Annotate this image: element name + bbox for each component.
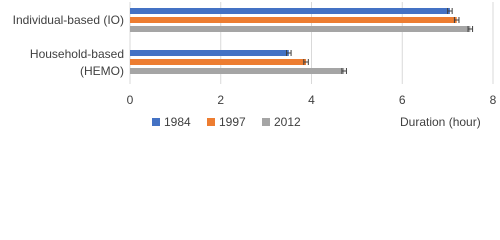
chart: Duration (hour) 0 2 4 6 8 1984 1997 2012 Indivi… bbox=[12, 2, 497, 129]
x-tick-label: 6 bbox=[399, 93, 406, 107]
error-bar bbox=[467, 26, 474, 32]
chart-svg: Duration (hour) 0 2 4 6 8 1984 1997 2012 bbox=[127, 2, 497, 129]
legend-swatch bbox=[152, 118, 160, 126]
legend-swatch bbox=[207, 118, 215, 126]
legend-swatch bbox=[262, 118, 270, 126]
legend-label: 2012 bbox=[274, 115, 301, 129]
bar bbox=[130, 50, 289, 56]
x-tick-label: 0 bbox=[127, 93, 134, 107]
error-bar bbox=[286, 50, 292, 56]
category-label: Household-based (HEMO) bbox=[29, 47, 124, 78]
error-bar bbox=[341, 68, 347, 74]
legend-label: 1997 bbox=[219, 115, 246, 129]
bar bbox=[130, 59, 307, 65]
x-axis-label: Duration (hour) bbox=[400, 115, 481, 129]
x-tick-label: 4 bbox=[308, 93, 315, 107]
bar bbox=[130, 26, 471, 32]
x-tick-label: 2 bbox=[217, 93, 224, 107]
bar bbox=[130, 17, 457, 23]
bar bbox=[130, 8, 450, 14]
bar bbox=[130, 68, 345, 74]
error-bar bbox=[453, 17, 460, 23]
error-bar bbox=[447, 8, 453, 14]
legend-label: 1984 bbox=[164, 115, 191, 129]
x-tick-label: 8 bbox=[490, 93, 497, 107]
error-bar bbox=[303, 59, 309, 65]
category-label: Individual-based (IO) bbox=[12, 13, 124, 27]
